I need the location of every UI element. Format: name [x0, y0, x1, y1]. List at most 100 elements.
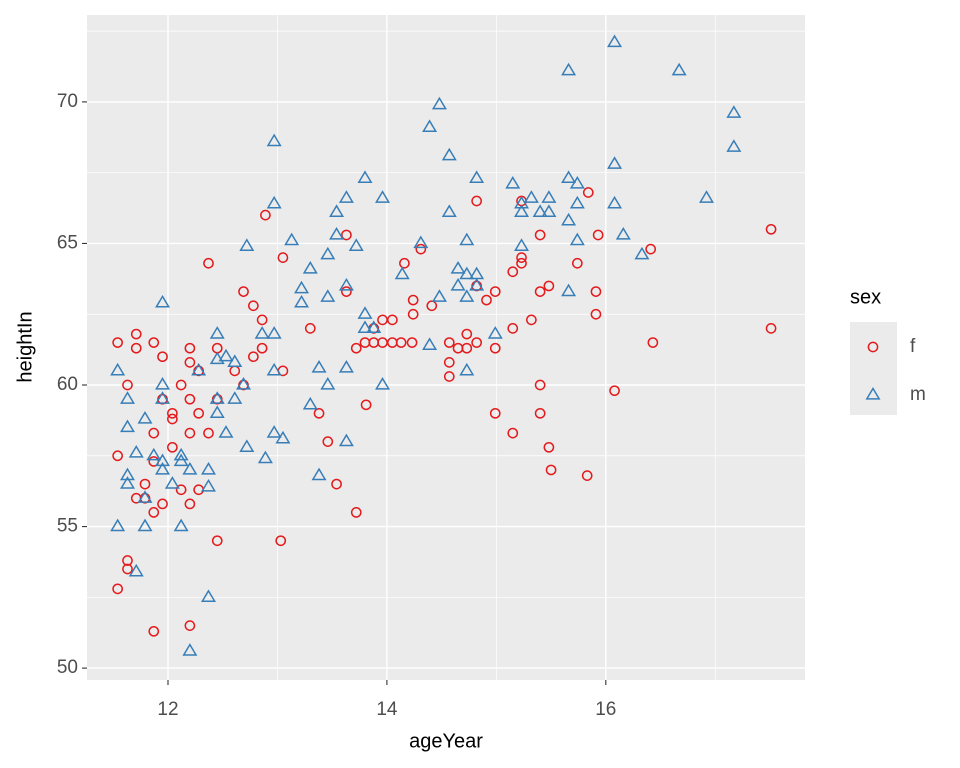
point [203, 427, 214, 439]
point [514, 204, 530, 217]
point [266, 195, 282, 209]
point [173, 453, 189, 467]
point [167, 413, 178, 425]
point [157, 498, 168, 510]
point [320, 246, 336, 260]
point [671, 62, 687, 76]
point [157, 351, 168, 363]
point [203, 257, 214, 269]
point [284, 232, 300, 246]
point [443, 357, 455, 368]
point [148, 427, 160, 439]
point [507, 266, 519, 278]
point [331, 478, 342, 490]
point [139, 478, 151, 490]
point [505, 176, 521, 189]
point [266, 425, 282, 438]
legend-label: f [910, 336, 916, 357]
point [571, 257, 583, 269]
point [304, 323, 316, 334]
point [148, 337, 160, 348]
point [461, 328, 473, 340]
point [122, 379, 133, 391]
point [459, 289, 475, 302]
point [634, 246, 650, 260]
point [360, 399, 372, 411]
point [164, 476, 180, 489]
point [422, 337, 438, 351]
point [120, 391, 135, 404]
point [541, 190, 557, 203]
point [148, 625, 160, 637]
point [112, 337, 123, 348]
point [469, 170, 485, 183]
point [607, 34, 623, 48]
point [130, 342, 142, 354]
point [375, 377, 391, 390]
point [218, 425, 234, 438]
point [590, 286, 602, 297]
point [191, 362, 207, 376]
point [209, 351, 225, 365]
point [647, 337, 659, 348]
point [534, 286, 546, 297]
point [357, 320, 373, 334]
point [450, 260, 466, 274]
point [543, 441, 555, 453]
point [590, 308, 602, 320]
point [137, 411, 153, 424]
point [175, 379, 187, 391]
point [120, 419, 135, 433]
point [422, 119, 438, 133]
point [112, 583, 123, 595]
point [407, 294, 419, 306]
point [507, 427, 519, 439]
point [357, 170, 373, 183]
legend-key [867, 341, 879, 353]
points [110, 34, 777, 656]
point [120, 476, 135, 489]
point [200, 461, 216, 475]
y-tick-label: 55 [57, 516, 78, 537]
y-tick-label: 60 [57, 374, 78, 395]
point [507, 323, 519, 334]
point [534, 379, 546, 391]
point [256, 314, 268, 326]
point [238, 286, 249, 297]
point [329, 204, 345, 217]
point [254, 326, 270, 339]
point [581, 470, 593, 481]
point [523, 190, 539, 203]
point [569, 195, 585, 209]
point [443, 337, 455, 348]
point [257, 450, 273, 464]
point [532, 204, 548, 217]
point [130, 328, 142, 340]
point [322, 436, 334, 447]
point [607, 156, 623, 169]
point [184, 620, 196, 631]
point [338, 277, 354, 291]
point [516, 257, 527, 269]
point [311, 467, 327, 481]
point [341, 229, 352, 241]
point [534, 229, 546, 241]
grid [87, 15, 805, 680]
point [182, 461, 198, 475]
point [481, 294, 492, 306]
y-tick-label: 70 [57, 91, 78, 112]
point [248, 351, 259, 363]
point [209, 326, 225, 339]
point [615, 226, 631, 240]
point [726, 139, 742, 152]
point [184, 498, 196, 510]
point [200, 589, 216, 602]
point [146, 447, 162, 461]
point [148, 507, 160, 518]
point [122, 563, 133, 575]
y-axis-title: heightIn [14, 311, 36, 382]
point [469, 277, 485, 291]
point [541, 204, 557, 217]
point [461, 342, 473, 354]
